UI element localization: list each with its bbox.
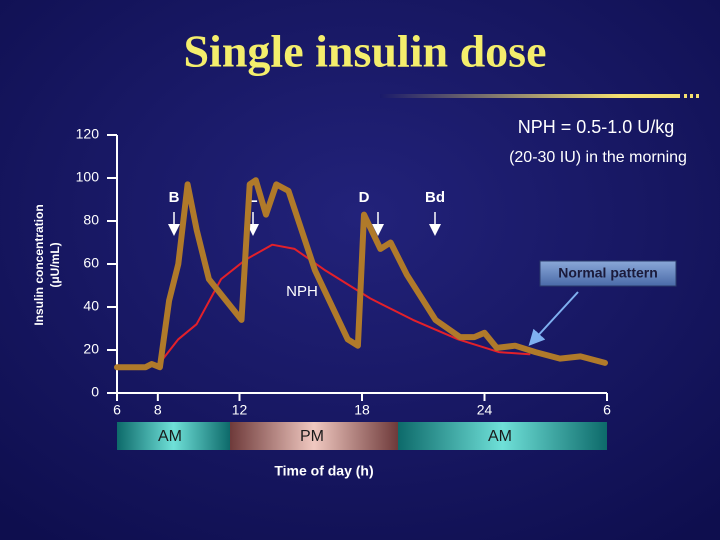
x-tick-label: 6 [603, 402, 611, 418]
rule-dots [684, 94, 699, 98]
time-band-label: AM [158, 428, 182, 445]
x-tick-label: 8 [154, 402, 162, 418]
meals: B L D Bd [168, 189, 445, 236]
time-band [398, 422, 607, 450]
time-band [230, 422, 398, 450]
series-line [114, 177, 608, 371]
x-tick-label: 6 [113, 402, 121, 418]
normal-pattern-box [539, 260, 677, 287]
x-tick-label: 12 [232, 402, 248, 418]
y-tick-label: 40 [83, 298, 99, 314]
dose-note: (20-30 IU) in the morning [509, 149, 687, 166]
y-tick-label: 60 [83, 255, 99, 271]
meal-label: L [248, 189, 257, 206]
y-tick-label: 0 [91, 384, 99, 400]
y-tick-label: 120 [76, 126, 100, 142]
y-axis-label-line: (μU/mL) [48, 242, 62, 287]
nph-label: NPH [286, 283, 318, 300]
time-band-label: PM [300, 428, 324, 445]
y-tick-label: 20 [83, 341, 99, 357]
y-axis-label: Insulin concentration (μU/mL) [32, 204, 62, 325]
normal-pattern-label: Normal pattern [558, 265, 658, 281]
normal-pattern-arrow [528, 291, 579, 346]
time-band [117, 422, 230, 450]
title-rule [380, 94, 680, 98]
time-band-label: AM [488, 428, 512, 445]
x-tick-label: 24 [477, 402, 493, 418]
dose-annotation: NPH = 0.5-1.0 U/kg [518, 117, 675, 137]
meal-label: D [359, 189, 370, 206]
y-tick-label: 100 [76, 169, 100, 185]
chart-title: Single insulin dose [183, 26, 546, 77]
time-bands: AM PM AM [117, 422, 607, 450]
x-tick-label: 18 [354, 402, 370, 418]
y-axis-label-line: Insulin concentration [32, 204, 46, 325]
plot: 0 20 40 60 80 100 120 6 8 12 18 24 6 [76, 126, 611, 418]
meal-label: Bd [425, 189, 445, 206]
x-axis-label: Time of day (h) [274, 463, 373, 479]
meal-label: B [169, 189, 180, 206]
y-tick-label: 80 [83, 212, 99, 228]
